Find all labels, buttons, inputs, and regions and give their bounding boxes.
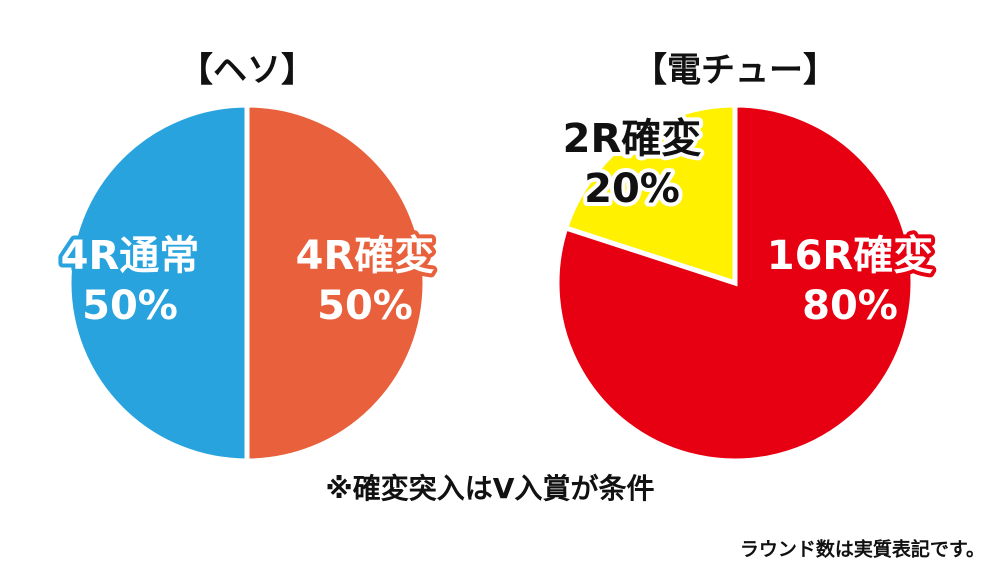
pie-slice [66, 102, 250, 464]
slice-label: 4R確変 [296, 233, 435, 279]
value-label: 50% [317, 283, 413, 329]
pie-slice [554, 102, 916, 464]
pie-slice [562, 102, 738, 287]
slice-label: 16R確変 [767, 233, 933, 279]
value-label: 20% [584, 166, 680, 212]
note: ラウンド数は実質表記です。 [740, 538, 985, 561]
note: ※確変突入はV入賞が条件 [326, 472, 655, 505]
slice-label: 2R確変 [563, 116, 702, 162]
chart-title: 【ヘソ】 [179, 51, 315, 91]
value-label: 80% [802, 283, 898, 329]
value-label: 50% [82, 283, 178, 329]
slice-label: 4R通常 [61, 233, 200, 279]
pie-slice [244, 102, 428, 464]
chart-title: 【電チュー】 [633, 51, 837, 91]
